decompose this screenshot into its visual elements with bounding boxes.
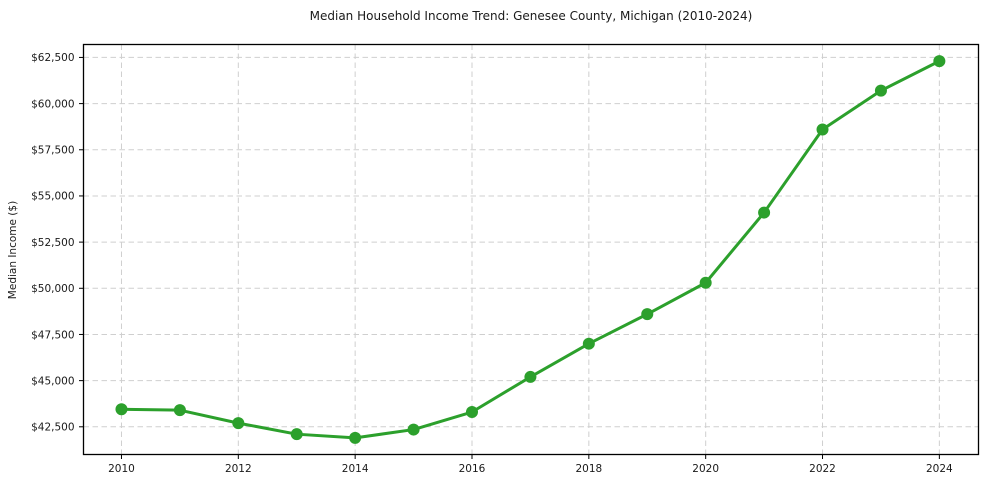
data-point-2016 bbox=[465, 406, 478, 419]
x-tick-label: 2024 bbox=[926, 463, 953, 475]
x-tick-label: 2016 bbox=[459, 463, 486, 475]
data-point-2010 bbox=[115, 403, 128, 416]
y-tick-label: $50,000 bbox=[31, 283, 74, 295]
data-point-2021 bbox=[758, 206, 771, 219]
y-tick-label: $52,500 bbox=[31, 237, 74, 249]
y-tick-label: $62,500 bbox=[31, 52, 74, 64]
y-tick-label: $57,500 bbox=[31, 145, 74, 157]
y-tick-label: $45,000 bbox=[31, 375, 74, 387]
data-point-2018 bbox=[582, 337, 595, 350]
data-point-2020 bbox=[699, 276, 712, 289]
data-point-2014 bbox=[349, 431, 362, 444]
x-tick-label: 2022 bbox=[809, 463, 836, 475]
data-point-2022 bbox=[816, 123, 829, 136]
y-tick-label: $47,500 bbox=[31, 329, 74, 341]
data-point-2024 bbox=[933, 55, 946, 68]
chart-title: Median Household Income Trend: Genesee C… bbox=[309, 9, 753, 23]
data-point-2019 bbox=[641, 308, 654, 321]
data-point-2012 bbox=[232, 417, 245, 430]
data-point-2015 bbox=[407, 423, 420, 436]
data-point-2023 bbox=[874, 84, 887, 97]
data-point-2017 bbox=[524, 370, 537, 383]
data-point-2013 bbox=[290, 428, 303, 441]
data-point-2011 bbox=[173, 404, 186, 417]
axes-spines bbox=[82, 43, 980, 456]
y-tick-label: $60,000 bbox=[31, 98, 74, 110]
x-tick-label: 2018 bbox=[575, 463, 602, 475]
x-tick-label: 2020 bbox=[692, 463, 719, 475]
y-tick-label: $55,000 bbox=[31, 191, 74, 203]
y-tick-label: $42,500 bbox=[31, 422, 74, 434]
x-tick-label: 2014 bbox=[342, 463, 369, 475]
x-tick-label: 2010 bbox=[108, 463, 135, 475]
x-tick-label: 2012 bbox=[225, 463, 252, 475]
